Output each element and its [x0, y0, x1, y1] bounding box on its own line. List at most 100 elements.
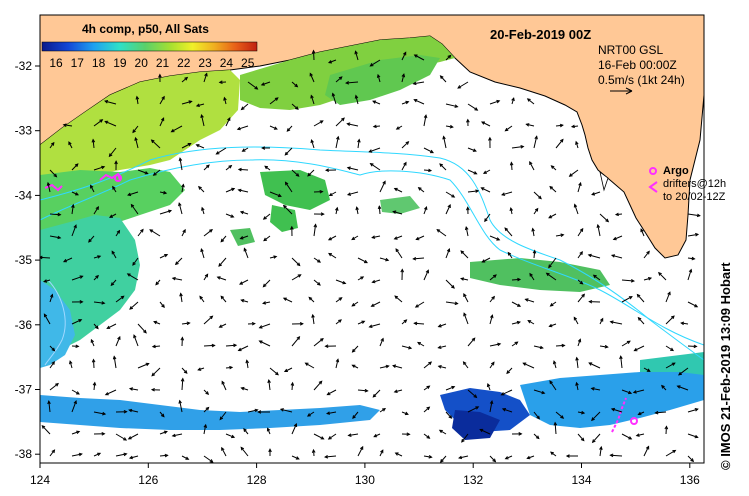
sst-patch-center-3 [470, 258, 610, 292]
current-vector [467, 103, 478, 111]
current-vector-head [527, 320, 532, 324]
current-vector [423, 147, 434, 154]
current-vector-head [236, 126, 241, 131]
current-vector [104, 100, 117, 105]
current-vector [445, 279, 455, 289]
current-vector [351, 301, 359, 307]
current-vector-head [161, 304, 165, 309]
current-vector-head [221, 446, 225, 451]
current-vector-head [324, 344, 329, 348]
current-vector [151, 367, 161, 377]
current-vector-head [654, 410, 659, 415]
current-vector [610, 454, 623, 457]
current-vector [313, 279, 321, 286]
current-vector-head [181, 183, 185, 188]
current-vector [217, 276, 227, 281]
current-vector-head [529, 161, 533, 166]
current-vector-head [218, 324, 223, 328]
current-vector-head [545, 272, 550, 277]
current-vector-head [211, 343, 216, 348]
colorbar-title: 4h comp, p50, All Sats [82, 22, 209, 36]
current-vector-head [610, 254, 616, 258]
current-vector [506, 367, 513, 374]
current-vector-head [240, 386, 245, 391]
current-vector [133, 335, 139, 347]
current-vector [347, 167, 359, 171]
current-vector [467, 190, 479, 193]
sst-patch-center-1 [260, 170, 330, 210]
current-vector-head [371, 279, 376, 284]
current-vector [461, 433, 469, 443]
current-vector [263, 213, 271, 220]
current-vector [357, 139, 360, 149]
current-vector [238, 189, 249, 193]
current-vector-head [325, 411, 331, 415]
current-vector [71, 400, 77, 413]
current-vector [467, 147, 477, 152]
current-vector [371, 301, 381, 307]
current-vector [71, 453, 82, 457]
current-vector [533, 433, 540, 439]
current-vector-head [560, 415, 565, 419]
current-vector-head [392, 210, 397, 214]
current-vector-head [376, 73, 381, 78]
current-vector-head [570, 124, 575, 129]
current-vector [269, 125, 278, 130]
current-vector [643, 251, 650, 259]
current-vector [241, 387, 249, 391]
current-vector-head [372, 124, 377, 129]
current-vector-head [170, 128, 175, 133]
current-vector-head [112, 355, 117, 360]
current-vector-head [279, 408, 284, 412]
current-vector-head [426, 385, 431, 390]
current-vector-head [479, 428, 484, 433]
current-vector [313, 380, 323, 391]
current-vector-head [548, 215, 553, 219]
current-vector [181, 367, 188, 374]
current-vector-head [327, 237, 332, 241]
current-vector-head [573, 316, 578, 321]
current-vector [196, 103, 205, 107]
current-vector [63, 257, 73, 263]
current-vector-head [123, 437, 128, 441]
plot-frame [39, 14, 705, 464]
current-vector-head [511, 97, 515, 102]
current-vector [489, 401, 493, 413]
current-vector [351, 235, 359, 240]
current-vector [313, 338, 324, 347]
current-vector-head [626, 340, 631, 345]
current-vector-head [318, 380, 323, 385]
current-vector [327, 411, 337, 415]
current-vector [372, 279, 381, 283]
current-vector [181, 100, 192, 105]
current-vector-head [466, 118, 470, 123]
current-vector [93, 166, 105, 171]
current-vector [554, 422, 557, 435]
current-vector [92, 139, 95, 149]
current-vector-head [290, 381, 295, 386]
gulf [599, 171, 609, 192]
current-vector-head [486, 382, 491, 388]
current-vector-head [73, 400, 77, 405]
current-vector [681, 322, 689, 325]
current-vector [196, 144, 205, 149]
current-vector [633, 389, 645, 393]
current-vector-head [690, 458, 695, 463]
map-date: 20-Feb-2019 00Z [490, 27, 591, 42]
current-vector-head [628, 296, 633, 300]
current-vector [621, 340, 631, 347]
current-vector [247, 81, 258, 90]
current-vector [243, 248, 249, 259]
current-vector-head [104, 392, 109, 396]
current-vector [529, 161, 535, 171]
current-vector-head [645, 445, 650, 450]
current-vector-head [178, 399, 182, 404]
current-vector [246, 360, 249, 369]
current-vector [665, 315, 675, 325]
current-vector-head [254, 408, 259, 413]
current-vector [241, 103, 249, 110]
current-vector-head [47, 399, 51, 405]
y-tick-label: -37 [15, 383, 33, 397]
current-vector [291, 103, 299, 110]
current-vector-head [605, 218, 610, 223]
